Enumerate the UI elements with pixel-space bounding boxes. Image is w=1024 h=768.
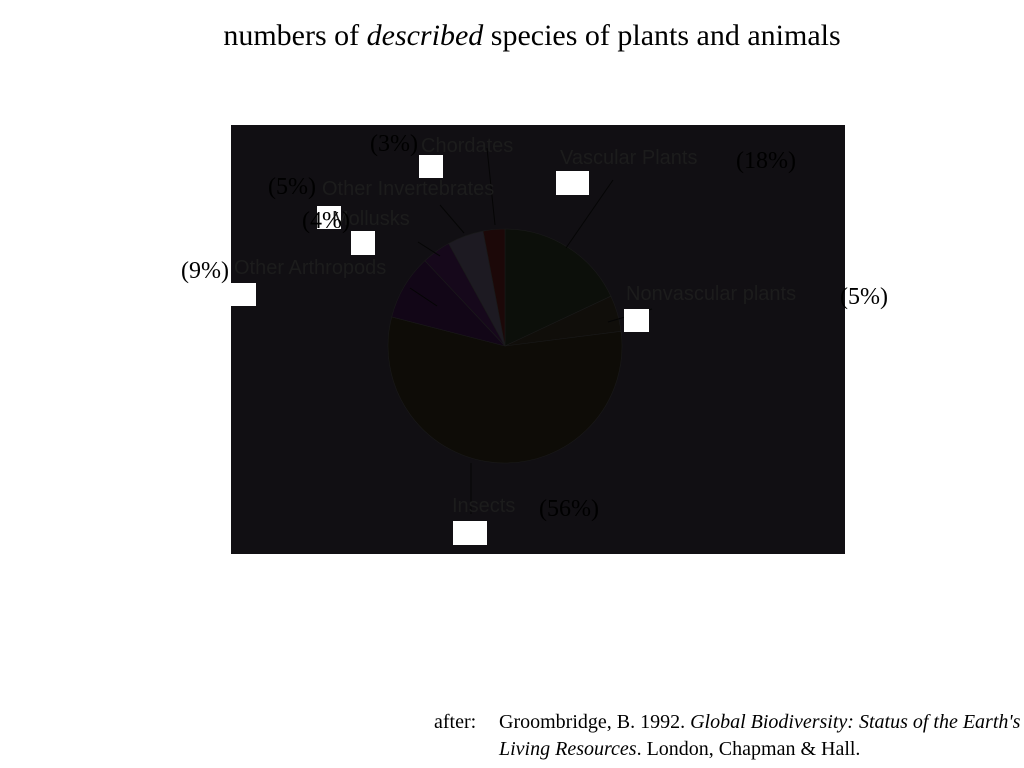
slice-label-chordates: Chordates [421, 135, 513, 157]
title-emphasis: described [366, 19, 484, 52]
slice-label-mollusks: Mollusks [332, 208, 410, 230]
title-prefix: numbers of [223, 19, 367, 52]
slice-label-other-arthropods: Other Arthropods [234, 257, 386, 279]
slice-label-insects: Insects [452, 495, 515, 517]
citation-work: Global Biodiversity: Status of the Earth… [499, 711, 1021, 760]
leader-line-other-arthropods [409, 287, 438, 307]
pie-slices [387, 228, 623, 464]
title-suffix: species of plants and animals [483, 19, 841, 52]
label-marker-other-invertebrates [317, 206, 341, 229]
slice-label-vascular-plants: Vascular Plants [560, 147, 697, 169]
slice-percent-vascular-plants: (18%) [736, 148, 796, 174]
citation-author-year: Groombridge, B. 1992. [499, 711, 691, 733]
slice-percent-insects: (56%) [539, 496, 599, 522]
slice-percent-mollusks: (4%) [302, 208, 350, 234]
label-marker-other-arthropods [231, 283, 256, 306]
citation-reference: Groombridge, B. 1992. Global Biodiversit… [499, 709, 1024, 763]
slice-percent-chordates: (3%) [370, 131, 418, 157]
pie-slice-chordates [482, 228, 506, 347]
slice-labels: Vascular Plants (18%) Nonvascular plants (5… [181, 131, 888, 522]
leader-line-mollusks [417, 241, 441, 257]
label-marker-insects [453, 521, 487, 545]
pie-slice-insects [387, 316, 623, 464]
leader-line-chordates [486, 147, 496, 226]
slice-label-nonvascular-plants: Nonvascular plants [626, 283, 796, 305]
leader-line-vascular-plants [565, 179, 614, 249]
slice-percent-other-invertebrates: (5%) [268, 174, 316, 200]
label-marker-vascular-plants [556, 171, 589, 195]
label-marker-chordates [419, 155, 443, 178]
slice-percent-nonvascular-plants: (5%) [840, 284, 888, 310]
label-markers [231, 155, 649, 545]
label-marker-nonvascular-plants [624, 309, 649, 332]
citation-publisher: . London, Chapman & Hall. [636, 738, 861, 760]
citation-prefix: after: [434, 711, 477, 733]
slice-percent-other-arthropods: (9%) [181, 258, 229, 284]
slice-label-other-invertebrates: Other Invertebrates [322, 178, 494, 200]
leader-line-other-invertebrates [439, 204, 465, 234]
chart-title: numbers of described species of plants a… [0, 18, 1024, 54]
pie-slice-vascular-plants [504, 228, 612, 347]
label-marker-mollusks [351, 231, 375, 255]
